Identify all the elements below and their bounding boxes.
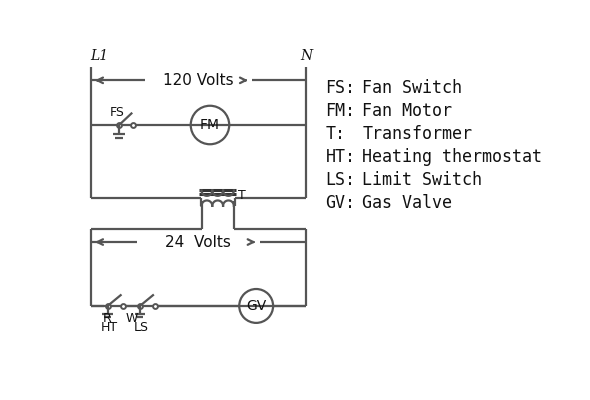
Text: HT: HT xyxy=(100,320,117,334)
Text: T: T xyxy=(238,189,246,202)
Text: R: R xyxy=(103,312,112,325)
Text: LS:: LS: xyxy=(326,171,355,189)
Text: T:: T: xyxy=(326,125,346,143)
Text: HT:: HT: xyxy=(326,148,355,166)
Text: FM:: FM: xyxy=(326,102,355,120)
Text: W: W xyxy=(126,312,139,325)
Text: Fan Switch: Fan Switch xyxy=(362,79,463,97)
Text: LS: LS xyxy=(134,320,149,334)
Text: 24  Volts: 24 Volts xyxy=(165,234,231,250)
Text: N: N xyxy=(300,49,312,63)
Text: 120 Volts: 120 Volts xyxy=(163,73,234,88)
Text: Heating thermostat: Heating thermostat xyxy=(362,148,542,166)
Text: FS: FS xyxy=(110,106,125,119)
Text: L1: L1 xyxy=(91,49,109,63)
Text: GV:: GV: xyxy=(326,194,355,212)
Text: FM: FM xyxy=(200,118,220,132)
Text: Gas Valve: Gas Valve xyxy=(362,194,453,212)
Text: GV: GV xyxy=(246,299,266,313)
Text: Fan Motor: Fan Motor xyxy=(362,102,453,120)
Text: Limit Switch: Limit Switch xyxy=(362,171,483,189)
Text: Transformer: Transformer xyxy=(362,125,473,143)
Text: FS:: FS: xyxy=(326,79,355,97)
